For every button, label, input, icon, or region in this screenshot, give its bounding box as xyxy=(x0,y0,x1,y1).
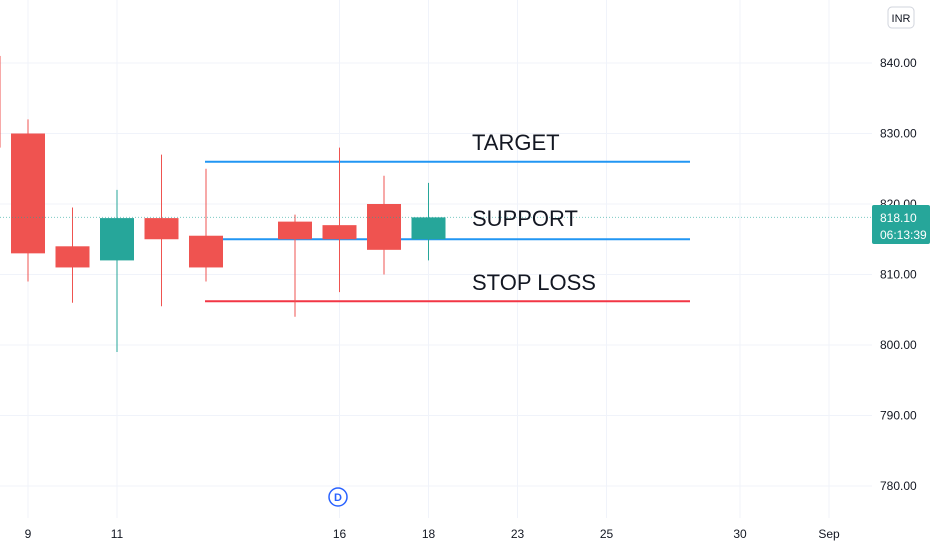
currency-label: INR xyxy=(892,13,911,25)
y-tick-label: 810.00 xyxy=(880,268,917,282)
event-marker-circle xyxy=(328,487,348,507)
candle[interactable] xyxy=(144,154,179,307)
y-tick-label: 840.00 xyxy=(880,56,917,70)
x-tick-label: 16 xyxy=(333,527,347,541)
currency-button-frame xyxy=(887,6,915,29)
last-price-value: 818.10 xyxy=(880,211,917,225)
candle-body xyxy=(278,221,312,240)
time-axis[interactable]: 9111618232530Sep6 xyxy=(0,518,932,550)
candle[interactable] xyxy=(0,55,1,148)
candle-body xyxy=(367,204,401,250)
candle[interactable] xyxy=(55,207,90,303)
candle[interactable] xyxy=(189,168,223,282)
x-tick-label: 25 xyxy=(600,527,614,541)
annotation-target[interactable]: TARGET xyxy=(472,130,560,155)
y-tick-label: 800.00 xyxy=(880,338,917,352)
candle-body xyxy=(55,246,90,268)
candle[interactable] xyxy=(278,214,312,317)
candle-body xyxy=(0,55,1,148)
candle-body xyxy=(144,218,179,240)
price-axis-bg xyxy=(872,0,932,550)
candle-body xyxy=(189,235,223,268)
price-axis[interactable]: 840.00830.00820.00810.00800.00790.00780.… xyxy=(872,0,932,550)
gridlines xyxy=(0,0,872,518)
candle[interactable] xyxy=(367,175,401,275)
dividend-event-marker[interactable]: D xyxy=(328,487,348,507)
annotation-support[interactable]: SUPPORT xyxy=(472,206,578,231)
x-tick-label: 23 xyxy=(511,527,525,541)
last-price-badge-bg xyxy=(872,205,930,244)
bar-countdown: 06:13:39 xyxy=(880,228,927,242)
price-levels xyxy=(205,160,690,303)
candle[interactable] xyxy=(322,147,357,293)
candle[interactable] xyxy=(100,189,134,353)
time-axis-bg xyxy=(0,518,932,550)
currency-button[interactable]: INR xyxy=(887,6,915,29)
candle[interactable] xyxy=(11,119,45,282)
x-tick-label: 9 xyxy=(25,527,32,541)
x-tick-label: Sep xyxy=(818,527,840,541)
candle[interactable] xyxy=(411,182,446,261)
candle-body xyxy=(411,217,446,240)
candles xyxy=(0,55,446,353)
annotation-target-label: TARGET xyxy=(472,130,560,155)
annotation-support-label: SUPPORT xyxy=(472,206,578,231)
y-tick-label: 790.00 xyxy=(880,409,917,423)
last-price-badge: 818.10 06:13:39 xyxy=(872,205,930,244)
y-tick-label: 830.00 xyxy=(880,127,917,141)
candle-body xyxy=(100,218,134,261)
x-tick-label: 11 xyxy=(111,527,124,541)
annotation-stop-loss-label: STOP LOSS xyxy=(472,270,596,295)
annotation-stop-loss[interactable]: STOP LOSS xyxy=(472,270,596,295)
x-tick-label: 18 xyxy=(422,527,436,541)
event-marker-label: D xyxy=(334,492,342,504)
x-tick-label: 30 xyxy=(733,527,747,541)
candle-body xyxy=(11,133,45,254)
candle-body xyxy=(322,225,357,240)
y-tick-label: 780.00 xyxy=(880,479,917,493)
